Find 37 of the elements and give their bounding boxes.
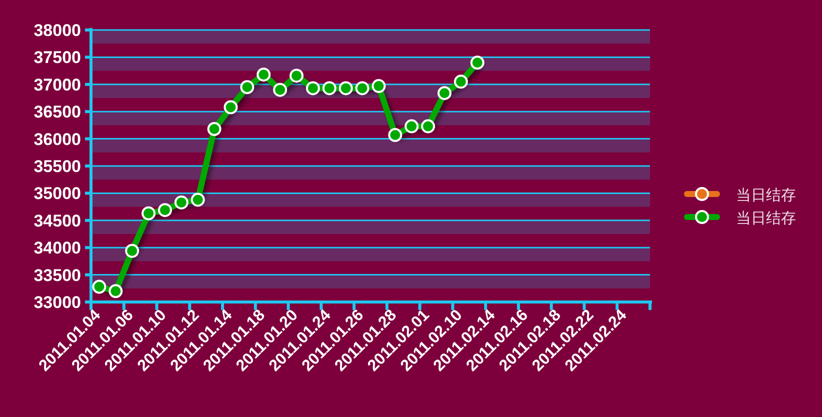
y-tick-label: 33500	[34, 266, 81, 285]
point	[372, 79, 386, 94]
point	[404, 119, 419, 134]
y-tick-label: 37500	[34, 48, 81, 68]
point	[322, 81, 336, 96]
y-tick-label: 33000	[34, 293, 81, 312]
point	[224, 100, 238, 114]
point	[470, 56, 484, 70]
point	[207, 122, 222, 136]
y-tick-label: 38000	[34, 21, 81, 40]
point	[437, 86, 452, 100]
point	[338, 81, 353, 96]
point	[256, 68, 271, 82]
point	[92, 280, 106, 294]
point	[125, 244, 140, 258]
point	[240, 80, 254, 94]
legend-label: 当日结存	[736, 186, 796, 204]
point	[108, 284, 123, 298]
y-tick-label: 35000	[34, 184, 81, 204]
point	[290, 68, 304, 83]
point	[174, 195, 188, 210]
y-tick-label: 36500	[34, 102, 81, 122]
y-tick-label: 34000	[34, 238, 81, 258]
y-tick-label: 36000	[34, 130, 81, 149]
point	[421, 119, 436, 134]
y-tick-label: 34500	[34, 211, 81, 230]
point	[388, 128, 402, 142]
y-tick-label: 37000	[34, 75, 81, 94]
point	[158, 203, 172, 218]
point	[454, 74, 468, 89]
point	[355, 81, 370, 96]
point	[273, 82, 288, 97]
point	[190, 192, 205, 207]
point	[306, 81, 320, 96]
y-tick-label: 35500	[34, 157, 81, 176]
point	[142, 206, 156, 220]
legend-label: 当日结存	[736, 209, 796, 227]
